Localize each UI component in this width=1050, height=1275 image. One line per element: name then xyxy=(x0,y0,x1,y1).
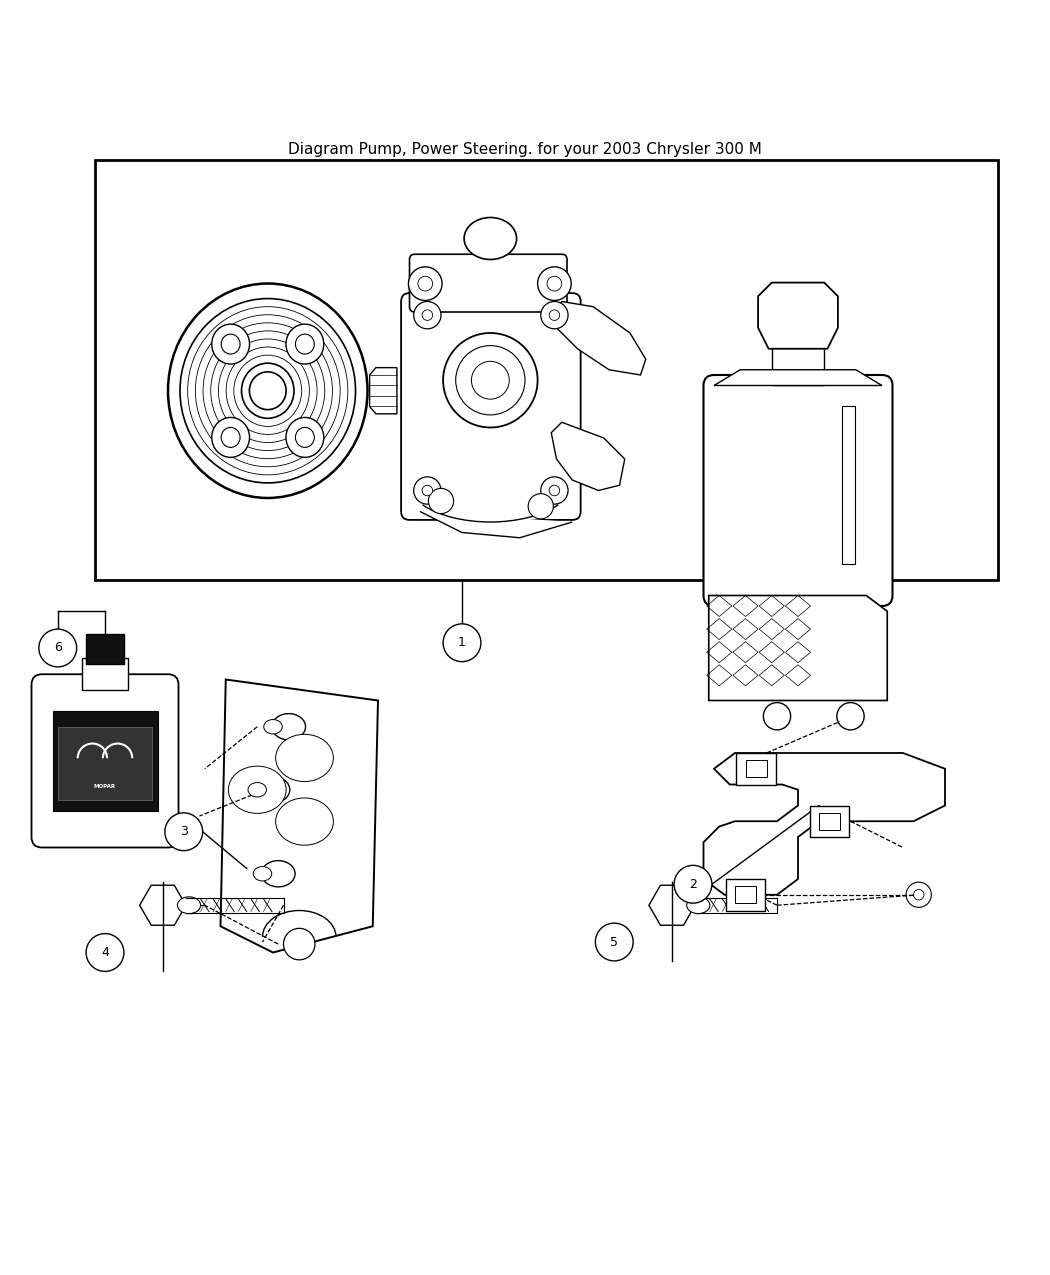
Polygon shape xyxy=(220,680,378,952)
Bar xyxy=(94,159,998,580)
Circle shape xyxy=(906,882,931,908)
Bar xyxy=(58,727,152,801)
Ellipse shape xyxy=(286,324,323,365)
Circle shape xyxy=(541,477,568,504)
Circle shape xyxy=(471,361,509,399)
Circle shape xyxy=(408,266,442,301)
Ellipse shape xyxy=(222,334,240,354)
Bar xyxy=(736,754,776,784)
Ellipse shape xyxy=(464,218,517,260)
Ellipse shape xyxy=(687,896,710,914)
Circle shape xyxy=(443,333,538,427)
Text: 1: 1 xyxy=(458,636,466,649)
Ellipse shape xyxy=(212,417,250,458)
Circle shape xyxy=(541,301,568,329)
FancyBboxPatch shape xyxy=(704,375,892,606)
Ellipse shape xyxy=(168,283,368,499)
Circle shape xyxy=(414,301,441,329)
Ellipse shape xyxy=(177,896,201,914)
Bar xyxy=(842,407,855,564)
Circle shape xyxy=(422,310,433,320)
Circle shape xyxy=(914,890,924,900)
Ellipse shape xyxy=(228,766,286,813)
Polygon shape xyxy=(714,370,882,385)
Bar xyxy=(726,878,765,910)
Ellipse shape xyxy=(250,372,286,409)
Circle shape xyxy=(165,813,203,850)
Ellipse shape xyxy=(261,861,295,887)
Bar xyxy=(735,886,756,903)
Circle shape xyxy=(549,310,560,320)
Circle shape xyxy=(538,266,571,301)
Circle shape xyxy=(456,346,525,414)
Bar xyxy=(819,813,840,830)
Circle shape xyxy=(549,486,560,496)
Ellipse shape xyxy=(256,776,290,803)
Ellipse shape xyxy=(248,783,267,797)
Bar xyxy=(772,346,824,385)
Circle shape xyxy=(86,933,124,972)
FancyBboxPatch shape xyxy=(410,254,567,312)
Polygon shape xyxy=(370,367,397,414)
Polygon shape xyxy=(420,511,572,538)
Ellipse shape xyxy=(222,427,240,448)
Ellipse shape xyxy=(275,798,334,845)
Polygon shape xyxy=(704,754,945,895)
Circle shape xyxy=(547,277,562,291)
Polygon shape xyxy=(551,301,646,375)
Circle shape xyxy=(837,703,864,729)
Polygon shape xyxy=(551,422,625,491)
Circle shape xyxy=(763,703,791,729)
Circle shape xyxy=(284,928,315,960)
Ellipse shape xyxy=(272,714,306,740)
FancyBboxPatch shape xyxy=(32,674,178,848)
Ellipse shape xyxy=(253,867,272,881)
Text: 6: 6 xyxy=(54,641,62,654)
Circle shape xyxy=(674,866,712,903)
Circle shape xyxy=(418,277,433,291)
Ellipse shape xyxy=(212,324,250,365)
Text: 5: 5 xyxy=(610,936,618,949)
Ellipse shape xyxy=(295,427,314,448)
Text: Diagram Pump, Power Steering. for your 2003 Chrysler 300 M: Diagram Pump, Power Steering. for your 2… xyxy=(288,142,762,157)
Ellipse shape xyxy=(295,334,314,354)
Bar xyxy=(86,635,124,664)
Circle shape xyxy=(443,623,481,662)
Ellipse shape xyxy=(286,417,323,458)
Bar xyxy=(746,760,766,778)
Circle shape xyxy=(595,923,633,961)
Circle shape xyxy=(39,629,77,667)
Circle shape xyxy=(422,486,433,496)
Polygon shape xyxy=(709,595,887,700)
Ellipse shape xyxy=(264,719,282,734)
Text: 2: 2 xyxy=(689,877,697,891)
Bar xyxy=(52,711,158,811)
Bar xyxy=(810,806,849,836)
Text: 3: 3 xyxy=(180,825,188,838)
Text: MOPAR: MOPAR xyxy=(93,784,117,789)
Circle shape xyxy=(414,477,441,504)
Polygon shape xyxy=(758,283,838,349)
Text: 4: 4 xyxy=(101,946,109,959)
Circle shape xyxy=(428,488,454,514)
Bar xyxy=(82,658,128,690)
Circle shape xyxy=(528,493,553,519)
Ellipse shape xyxy=(275,734,334,782)
FancyBboxPatch shape xyxy=(401,293,581,520)
